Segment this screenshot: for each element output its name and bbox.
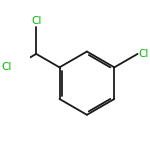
Text: Cl: Cl [139, 49, 149, 59]
Text: Cl: Cl [31, 16, 41, 26]
Text: Cl: Cl [2, 62, 12, 72]
